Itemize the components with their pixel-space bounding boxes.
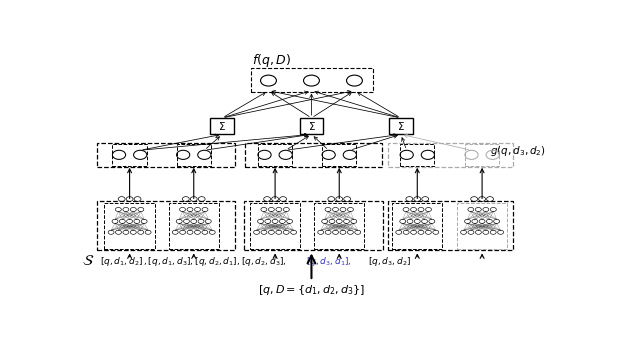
- Text: $[q,D=\{d_1,d_2,d_3\}]$: $[q,D=\{d_1,d_2,d_3\}]$: [258, 283, 365, 297]
- Bar: [177, 144, 211, 166]
- Text: $\Sigma$: $\Sigma$: [397, 120, 404, 132]
- Text: $[q,d_3,d_1],$: $[q,d_3,d_1],$: [306, 255, 352, 268]
- Bar: [392, 203, 442, 249]
- Text: $g(q,d_3,d_2)$: $g(q,d_3,d_2)$: [490, 144, 547, 158]
- Text: $[q,d_3,d_2]$: $[q,d_3,d_2]$: [367, 255, 411, 268]
- Bar: [251, 68, 373, 92]
- Bar: [388, 143, 513, 167]
- Bar: [168, 203, 219, 249]
- Text: $\Sigma$: $\Sigma$: [308, 120, 316, 132]
- Text: $\Sigma$: $\Sigma$: [218, 120, 226, 132]
- Bar: [258, 144, 292, 166]
- Text: $f(q,D)$: $f(q,D)$: [252, 52, 291, 69]
- Bar: [322, 144, 356, 166]
- Bar: [314, 203, 364, 249]
- Bar: [211, 118, 234, 134]
- Text: $\mathcal{S}$: $\mathcal{S}$: [82, 254, 94, 268]
- Bar: [97, 143, 235, 167]
- Text: $[q,d_1,d_2]\,,[q,d_1,d_3],[q,d_2,d_1],[q,d_2,d_3],$: $[q,d_1,d_2]\,,[q,d_1,d_3],[q,d_2,d_1],[…: [100, 255, 287, 268]
- Bar: [104, 203, 155, 249]
- Bar: [457, 203, 508, 249]
- Bar: [389, 118, 413, 134]
- Bar: [465, 144, 499, 166]
- Bar: [250, 203, 300, 249]
- Bar: [244, 201, 383, 251]
- Bar: [300, 118, 323, 134]
- Bar: [244, 143, 382, 167]
- Bar: [97, 201, 236, 251]
- Bar: [388, 201, 513, 251]
- Bar: [400, 144, 435, 166]
- Bar: [113, 144, 147, 166]
